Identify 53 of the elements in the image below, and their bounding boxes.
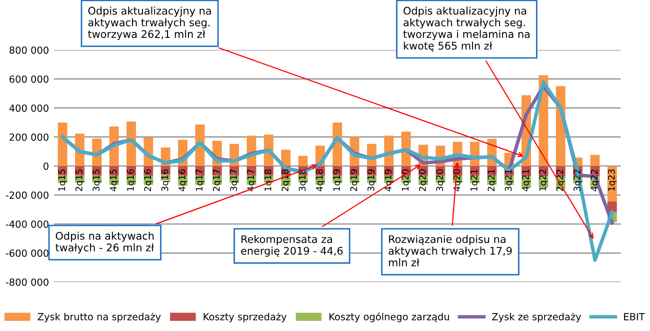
legend-label: Koszty sprzedaży [204,312,287,322]
x-tick-label: 3q22 [574,170,582,192]
bar [160,174,170,180]
x-tick-label: 3q18 [298,169,308,192]
legend-label: Zysk brutto na sprzedaży [38,312,161,322]
legend-label: Zysk ze sprzedaży [492,312,582,322]
legend-label: Koszty ogólnego zarządu [330,312,449,322]
y-tick-label: 200 000 [10,133,48,141]
y-tick-label: 0 [44,162,48,170]
x-tick-label: 1q23 [608,170,617,191]
bar [281,150,291,166]
x-tick-label: 1q19 [333,169,342,191]
annotation: Odpis na aktywach twałych - 26 mln zł [56,232,154,254]
x-tick-label: 3q21 [504,170,514,192]
bar [126,121,136,166]
y-tick-label: 400 000 [9,104,48,112]
bar [298,156,308,166]
x-tick-label: 3q20 [436,169,445,192]
x-tick-label: 3q15 [92,170,102,192]
y-tick-label: -400 000 [6,220,48,228]
annotation: Rozwiązanie odpisu na aktywach trwałych 17,9 mln zł [388,235,512,266]
y-tick-label: 800 000 [10,46,48,54]
annotation: Odpis aktualizacyjny na aktywach trwałych seg. tworzywa i melamina na kwotę 565 mln zł [403,6,530,52]
y-tick-label: -600 000 [6,249,48,257]
annotation: Odpis aktualizacyjny na aktywach trwałych seg. tworzywa 262,1 mln zł [88,6,211,40]
y-tick-label: -200 000 [6,191,48,199]
x-tick-label: 2q17 [212,170,222,192]
x-tick-label: 3q19 [367,169,376,192]
bar [590,154,600,166]
y-tick-label: 600 000 [10,75,48,83]
bar [58,122,68,166]
x-tick-label: 1q22 [539,170,548,191]
x-tick-label: 1q16 [127,169,136,191]
x-tick-label: 2q20 [419,169,428,192]
x-tick-label: 4q21 [522,170,531,192]
x-tick-label: 2q21 [488,170,496,192]
x-tick-label: 1q21 [470,170,480,191]
x-tick-label: 4q22 [590,170,600,192]
annotation: Rekompensata za energię 2019 - 44,6 [241,235,343,257]
x-tick-label: 4q17 [247,170,256,192]
x-tick-label: 1q15 [58,170,67,191]
x-tick-label: 4q19 [384,169,394,192]
x-tick-label: 4q15 [110,170,118,192]
x-tick-label: 2q19 [350,169,359,192]
legend-label: EBIT [624,313,645,320]
x-tick-label: 4q18 [316,169,325,192]
x-tick-label: 3q17 [230,170,239,192]
x-tick-label: 3q16 [161,169,170,192]
x-tick-label: 1q17 [196,170,204,191]
y-tick-label: -800 000 [6,278,48,286]
x-tick-label: 4q16 [178,169,188,192]
x-tick-label: 2q16 [144,169,153,192]
x-tick-label: 2q15 [76,170,84,192]
